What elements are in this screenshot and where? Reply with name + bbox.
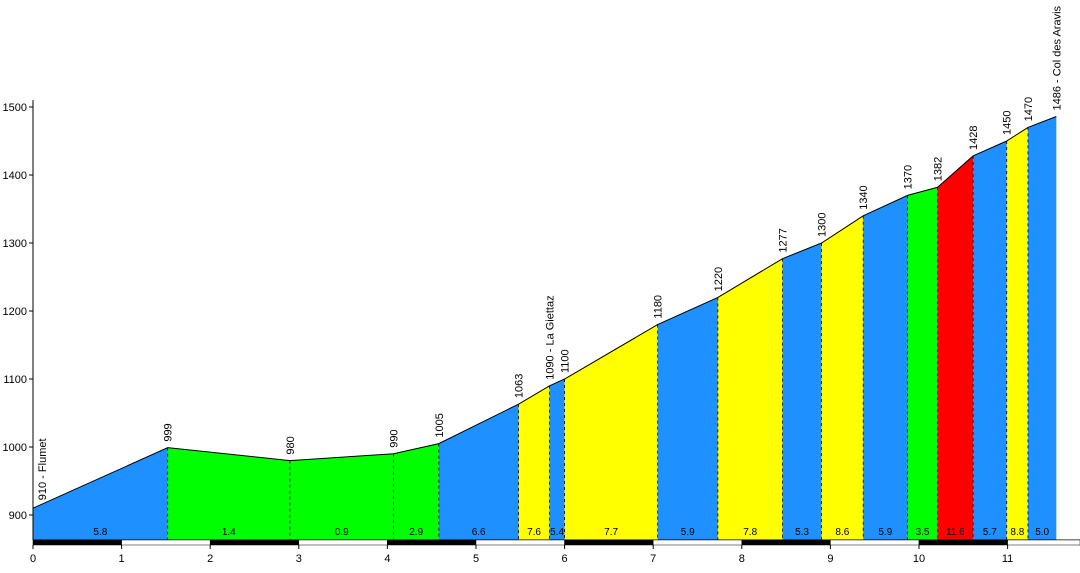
elevation-label: 1100 bbox=[560, 349, 572, 373]
elevation-label: 1340 bbox=[858, 185, 870, 209]
grade-label: 8.8 bbox=[1010, 527, 1024, 538]
segment-fill bbox=[717, 258, 783, 540]
profile-outline bbox=[32, 116, 1057, 509]
grade-label: 0.9 bbox=[335, 527, 349, 538]
segment-fill bbox=[393, 443, 439, 540]
elevation-label: 1063 bbox=[514, 374, 526, 398]
grade-label: 5.9 bbox=[681, 527, 695, 538]
grade-label: 11.6 bbox=[946, 527, 965, 538]
gradient-segments bbox=[33, 116, 1057, 541]
x-tick-label: 9 bbox=[827, 553, 833, 565]
km-bar bbox=[830, 539, 920, 546]
elevation-label: 910 - Flumet bbox=[37, 438, 49, 500]
segment-fill bbox=[438, 404, 519, 540]
segment-fill bbox=[907, 187, 938, 541]
grade-label: 5.4 bbox=[550, 527, 564, 538]
km-bar bbox=[1007, 539, 1080, 546]
km-bar bbox=[918, 539, 1008, 546]
elevation-label: 1450 bbox=[1002, 111, 1014, 135]
km-bar bbox=[475, 539, 565, 546]
segment-fill bbox=[782, 243, 822, 540]
km-bar bbox=[387, 539, 477, 546]
x-tick-label: 1 bbox=[119, 553, 125, 565]
grade-label: 5.7 bbox=[983, 527, 997, 538]
elevation-label: 1180 bbox=[653, 295, 665, 319]
elevation-label: 1370 bbox=[902, 165, 914, 189]
segment-fill bbox=[1027, 116, 1057, 541]
elevation-label: 1382 bbox=[933, 157, 945, 181]
grade-label: 5.8 bbox=[93, 527, 107, 538]
elevation-label: 1470 bbox=[1023, 97, 1035, 121]
elevation-label: 1277 bbox=[778, 228, 790, 252]
axes: 900 1000 1100 1200 1300 1400 1500 0 1 2 3 4 5 6 7 8 9 10 1… bbox=[3, 100, 1080, 565]
y-tick-label: 1500 bbox=[3, 102, 27, 114]
grade-label: 3.5 bbox=[916, 527, 930, 538]
elevation-label: 1090 - La Giettaz bbox=[545, 295, 557, 379]
km-bar bbox=[741, 539, 831, 546]
y-tick-label: 1100 bbox=[3, 374, 27, 386]
grade-labels: 5.8 1.4 0.9 2.9 6.6 7.6 5.4 7.7 5.9 7.8 5.3 8.6 5.9 3… bbox=[93, 527, 1049, 538]
grade-label: 7.6 bbox=[527, 527, 541, 538]
y-tick-label: 1400 bbox=[3, 170, 27, 182]
elevation-label: 999 bbox=[163, 423, 175, 441]
y-tick-label: 1000 bbox=[3, 442, 27, 454]
km-bar bbox=[564, 539, 654, 546]
segment-dividers bbox=[167, 127, 1029, 540]
km-bar bbox=[209, 539, 300, 546]
grade-label: 7.8 bbox=[743, 527, 757, 538]
segment-fill bbox=[549, 379, 565, 540]
x-tick-label: 8 bbox=[739, 553, 745, 565]
grade-label: 5.0 bbox=[1035, 527, 1049, 538]
x-tick-label: 5 bbox=[473, 553, 479, 565]
x-tick-label: 6 bbox=[562, 553, 568, 565]
x-tick-label: 0 bbox=[30, 553, 36, 565]
elevation-label: 980 bbox=[285, 436, 297, 454]
profile-line bbox=[32, 116, 1057, 509]
grade-label: 6.6 bbox=[472, 527, 486, 538]
segment-fill bbox=[33, 447, 168, 540]
segment-fill bbox=[973, 141, 1007, 540]
x-tick-label: 10 bbox=[913, 553, 925, 565]
y-tick-label: 1200 bbox=[3, 306, 27, 318]
elevation-labels: 910 - Flumet 999 980 990 1005 1063 1090 - La G… bbox=[37, 5, 1063, 500]
km-bar bbox=[32, 539, 122, 546]
segment-fill bbox=[863, 195, 908, 540]
grade-label: 5.3 bbox=[795, 527, 809, 538]
grade-label: 7.7 bbox=[604, 527, 618, 538]
segment-fill bbox=[821, 215, 864, 541]
elevation-label: 1300 bbox=[817, 213, 829, 237]
grade-label: 8.6 bbox=[835, 527, 849, 538]
x-tick-label: 3 bbox=[296, 553, 302, 565]
km-bar bbox=[652, 539, 743, 546]
x-tick-label: 2 bbox=[207, 553, 213, 565]
y-tick-label: 900 bbox=[9, 510, 27, 522]
x-tick-label: 11 bbox=[1002, 553, 1013, 565]
segment-fill bbox=[1006, 127, 1028, 541]
segment-fill bbox=[167, 447, 290, 540]
y-tick-label: 1300 bbox=[3, 238, 27, 250]
x-tick-label: 7 bbox=[650, 553, 656, 565]
grade-label: 5.9 bbox=[878, 527, 892, 538]
x-tick-label: 4 bbox=[384, 553, 390, 565]
elevation-label: 1486 - Col des Aravis bbox=[1051, 5, 1063, 110]
grade-label: 1.4 bbox=[222, 527, 236, 538]
elevation-label: 1220 bbox=[713, 267, 725, 291]
segment-fill bbox=[937, 155, 974, 540]
segment-fill bbox=[657, 297, 718, 540]
segment-fill bbox=[289, 453, 394, 540]
km-bar bbox=[298, 539, 388, 546]
segment-fill bbox=[564, 324, 658, 540]
km-bar bbox=[121, 539, 211, 546]
elevation-label: 1005 bbox=[434, 413, 446, 437]
elevation-label: 1428 bbox=[968, 125, 980, 149]
elevation-label: 990 bbox=[389, 429, 401, 447]
grade-label: 2.9 bbox=[409, 527, 423, 538]
segment-fill bbox=[518, 385, 550, 540]
